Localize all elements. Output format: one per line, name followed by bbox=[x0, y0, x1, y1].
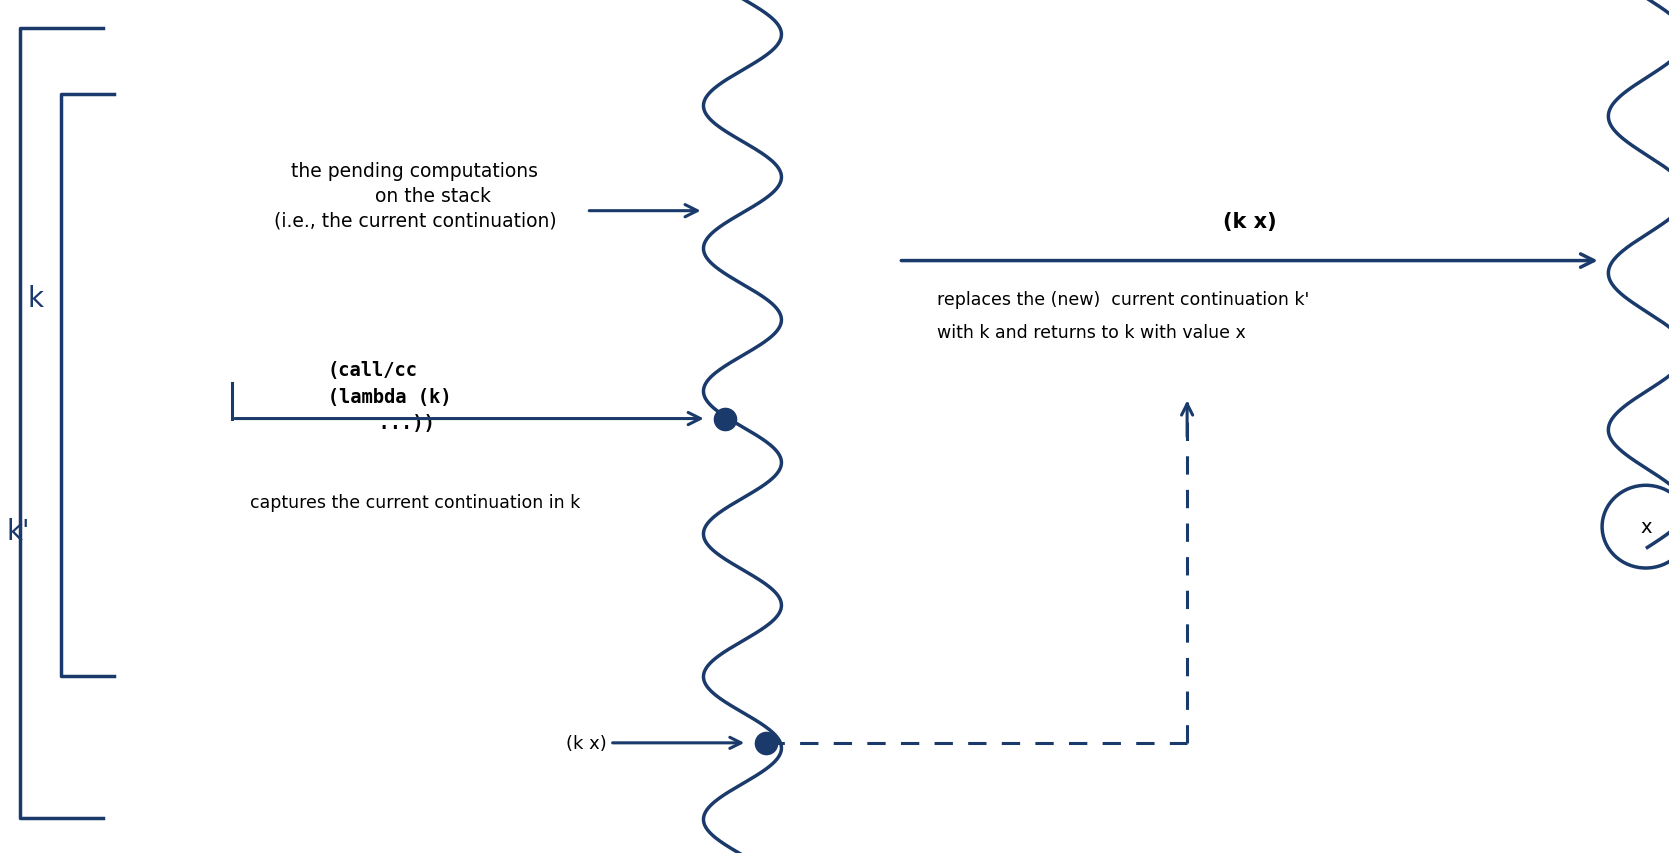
Text: (k x): (k x) bbox=[566, 734, 608, 752]
Text: replaces the (new)  current continuation k': replaces the (new) current continuation … bbox=[938, 290, 1310, 308]
Text: the pending computations
      on the stack
(i.e., the current continuation): the pending computations on the stack (i… bbox=[274, 161, 556, 230]
Text: k: k bbox=[28, 285, 43, 312]
Text: (k x): (k x) bbox=[1223, 212, 1277, 232]
Text: captures the current continuation in k: captures the current continuation in k bbox=[250, 494, 579, 512]
Text: (call/cc
   (lambda (k)
      ...)): (call/cc (lambda (k) ...)) bbox=[294, 361, 451, 432]
Text: x: x bbox=[1641, 518, 1652, 537]
Text: k': k' bbox=[7, 517, 30, 545]
Text: with k and returns to k with value x: with k and returns to k with value x bbox=[938, 323, 1247, 341]
